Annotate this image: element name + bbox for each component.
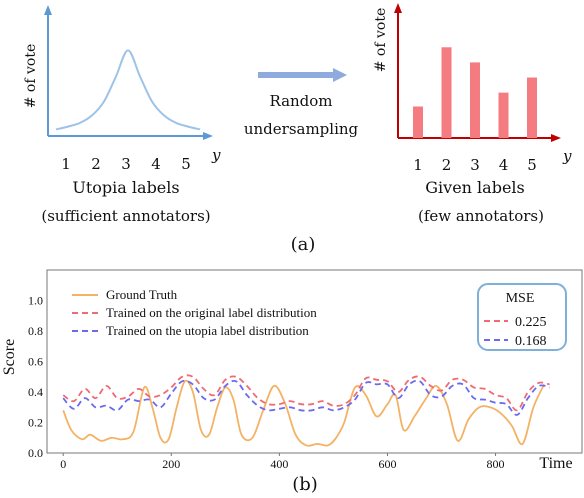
utopia-subtitle: (sufficient annotators) bbox=[41, 207, 210, 225]
legend-utopia-label: Trained on the utopia label distribution bbox=[106, 323, 309, 338]
legend-original-label: Trained on the original label distributi… bbox=[106, 305, 317, 320]
y-tick-label: 0.2 bbox=[28, 416, 43, 430]
utopia-labels-panel: # of vote y 1 2 3 4 5 Utopia labels (suffici… bbox=[23, 5, 221, 225]
x-tick-label: 800 bbox=[487, 457, 505, 471]
utopia-tick-label: 4 bbox=[151, 155, 161, 173]
given-bar-5 bbox=[527, 77, 537, 138]
mse-title: MSE bbox=[506, 291, 535, 306]
score-plot-frame bbox=[46, 269, 583, 454]
caption-b: (b) bbox=[292, 474, 318, 495]
mse-box-frame bbox=[477, 283, 567, 351]
utopia-title: Utopia labels bbox=[72, 178, 179, 197]
given-title: Given labels bbox=[425, 178, 525, 197]
given-subtitle: (few annotators) bbox=[418, 207, 544, 225]
x-tick-label: 200 bbox=[162, 457, 180, 471]
given-tick-label: 5 bbox=[527, 156, 537, 174]
ground-truth-line bbox=[62, 379, 546, 447]
caption-a: (a) bbox=[291, 234, 316, 255]
y-tick-label: 1.0 bbox=[28, 294, 43, 308]
utopia-tick-label: 1 bbox=[61, 155, 71, 173]
undersampling-arrow-group: Random undersampling bbox=[244, 68, 359, 138]
utopia-ylabel: # of vote bbox=[23, 44, 39, 109]
given-xvar: y bbox=[562, 147, 572, 165]
score-ylabel: Score bbox=[1, 339, 18, 375]
given-ylabel: # of vote bbox=[373, 8, 389, 73]
y-tick-label: 0.0 bbox=[28, 446, 43, 460]
x-tick-label: 0 bbox=[60, 457, 66, 471]
original-distribution-line bbox=[62, 374, 550, 412]
chart-legend: Ground Truth Trained on the original lab… bbox=[72, 287, 317, 338]
given-bar-2 bbox=[441, 47, 452, 138]
mse-box: MSE 0.225 0.168 bbox=[477, 283, 567, 351]
y-tick-label: 0.8 bbox=[28, 324, 43, 338]
x-tick-label: 600 bbox=[378, 457, 396, 471]
legend-ground-truth-label: Ground Truth bbox=[106, 287, 178, 302]
utopia-tick-label: 2 bbox=[91, 155, 101, 173]
arrow-label-line2: undersampling bbox=[244, 120, 359, 138]
given-bar-3 bbox=[470, 62, 480, 138]
utopia-tick-label: 3 bbox=[121, 155, 131, 173]
y-tick-label: 0.4 bbox=[28, 385, 43, 399]
mse-original-value: 0.225 bbox=[515, 315, 547, 330]
given-tick-label: 3 bbox=[470, 156, 480, 174]
given-bar-1 bbox=[413, 106, 423, 138]
y-tick-label: 0.6 bbox=[28, 355, 43, 369]
utopia-xvar: y bbox=[211, 146, 221, 164]
utopia-distribution-curve bbox=[55, 49, 201, 131]
score-chart: Score Time 0.0 0.2 0.4 0.6 0.8 1.0 0 200 400 600… bbox=[1, 269, 583, 472]
given-tick-label: 2 bbox=[442, 156, 452, 174]
arrow-label-line1: Random bbox=[269, 92, 332, 110]
given-tick-label: 1 bbox=[413, 156, 423, 174]
given-bar-4 bbox=[498, 92, 509, 138]
x-tick-label: 400 bbox=[270, 457, 288, 471]
given-tick-label: 4 bbox=[499, 156, 509, 174]
time-xlabel: Time bbox=[539, 455, 572, 472]
utopia-distribution-line bbox=[62, 379, 550, 416]
mse-utopia-value: 0.168 bbox=[515, 334, 547, 349]
utopia-tick-label: 5 bbox=[181, 155, 191, 173]
